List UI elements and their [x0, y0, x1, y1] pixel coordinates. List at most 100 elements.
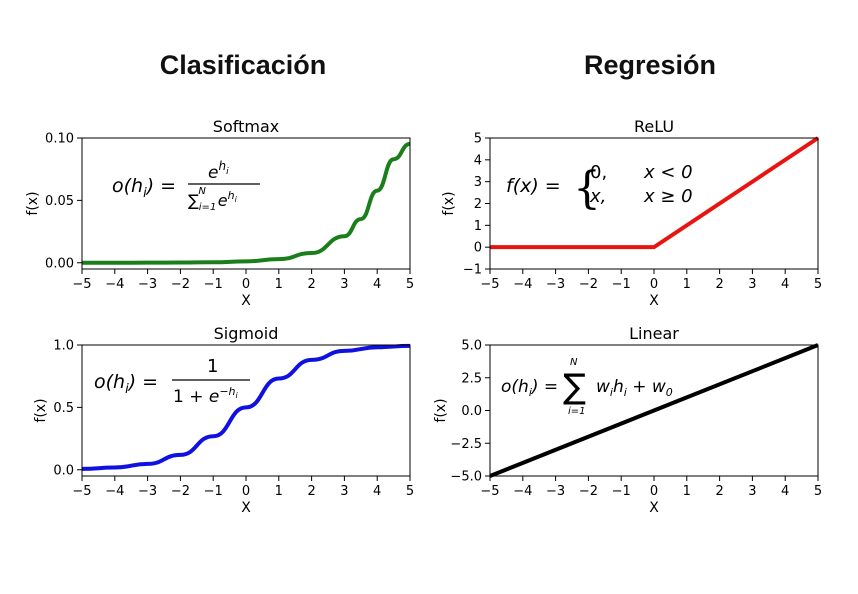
chart-softmax: −5 −4 −3 −2 −1 0 1 2 3 4 5 0.00 0.05 0.10 Softmax Xf(x): [25, 117, 414, 309]
svg-text:x ≥ 0: x ≥ 0: [643, 186, 693, 207]
svg-text:x < 0: x < 0: [643, 162, 693, 183]
x-tick-label: −4: [105, 277, 124, 292]
y-tick-label: 3: [474, 175, 482, 190]
x-tick-label: −2: [579, 484, 598, 499]
sigmoid-formula: o(hi) = 1 1 + e−hi: [94, 356, 250, 407]
x-tick-label: 0: [650, 277, 658, 292]
x-tick-label: 5: [814, 484, 822, 499]
y-tick-label: 5: [474, 132, 482, 147]
x-tick-label: −3: [138, 277, 157, 292]
x-tick-label: 2: [715, 277, 723, 292]
x-tick-label: 4: [781, 277, 789, 292]
y-tick-label: −2.5: [450, 437, 482, 452]
y-tick-label: 2: [474, 197, 482, 212]
x-tick-label: −5: [72, 484, 91, 499]
x-tick-label: −3: [138, 484, 157, 499]
heading-classification: Clasificación: [159, 50, 327, 80]
svg-text:1 + e−hi: 1 + e−hi: [173, 385, 239, 407]
x-tick-label: −1: [204, 277, 223, 292]
y-axis-label: f(x): [33, 398, 49, 422]
x-tick-label: 4: [373, 277, 381, 292]
svg-text:o(hi) =: o(hi) =: [501, 377, 558, 399]
y-tick-label: 0.0: [53, 463, 74, 478]
x-tick-label: 2: [307, 484, 315, 499]
chart-title: Softmax: [213, 117, 279, 136]
x-axis-label: X: [649, 500, 659, 516]
x-tick-label: −4: [105, 484, 124, 499]
y-tick-label: 4: [474, 153, 482, 168]
svg-text:o(hi) =: o(hi) =: [94, 371, 158, 397]
x-tick-label: 3: [340, 484, 348, 499]
series-line: [490, 136, 820, 250]
x-tick-label: 5: [814, 277, 822, 292]
x-tick-label: −2: [171, 277, 190, 292]
x-tick-label: 2: [715, 484, 723, 499]
x-tick-label: 3: [340, 277, 348, 292]
y-tick-label: −1: [463, 263, 482, 278]
chart-linear: −5 −4 −3 −2 −1 0 1 2 3 4 5 −5.0 −2.5 0.0 2.5 5.0 Linear X…: [433, 324, 822, 516]
x-tick-label: −2: [579, 277, 598, 292]
svg-text:N: N: [570, 357, 578, 368]
x-tick-label: −5: [480, 484, 499, 499]
x-tick-label: −3: [546, 277, 565, 292]
softmax-formula: o(hi) = ehi ∑i=1N ehi: [112, 159, 260, 213]
svg-text:o(hi) =: o(hi) =: [112, 175, 176, 201]
series-line: [82, 141, 411, 265]
x-tick-label: 4: [373, 484, 381, 499]
x-tick-label: 2: [307, 277, 315, 292]
y-tick-label: 5.0: [461, 339, 482, 354]
y-tick-label: 0: [474, 241, 482, 256]
svg-text:wihi + w0: wihi + w0: [596, 377, 673, 399]
y-tick-label: 0.05: [45, 194, 74, 209]
x-tick-label: −4: [513, 484, 532, 499]
y-tick-label: 0.10: [45, 132, 74, 147]
svg-text:0,: 0,: [590, 162, 607, 183]
x-tick-label: 1: [683, 277, 691, 292]
x-tick-label: 5: [406, 484, 414, 499]
y-axis-label: f(x): [25, 191, 41, 215]
y-tick-label: 1.0: [53, 339, 74, 354]
x-axis-label: X: [649, 293, 659, 309]
x-tick-label: 1: [275, 484, 283, 499]
svg-text:x,: x,: [589, 186, 606, 207]
y-tick-label: 1: [474, 219, 482, 234]
y-tick-label: −5.0: [450, 470, 482, 485]
y-axis-label: f(x): [433, 398, 449, 422]
chart-sigmoid: −5 −4 −3 −2 −1 0 1 2 3 4 5 0.0 0.5 1.0 Sigmoid Xf(x): [33, 324, 414, 516]
svg-text:ehi: ehi: [208, 159, 229, 183]
y-tick-label: 2.5: [461, 371, 482, 386]
x-tick-label: −1: [612, 484, 631, 499]
plot-frame: [81, 344, 411, 477]
svg-text:1: 1: [207, 356, 218, 377]
chart-title: Sigmoid: [214, 324, 279, 343]
x-axis-label: X: [241, 293, 251, 309]
relu-formula: f(x) = { 0, x < 0 x, x ≥ 0: [506, 162, 693, 214]
x-tick-label: −3: [546, 484, 565, 499]
series-line: [81, 343, 411, 471]
svg-text:f(x) =: f(x) =: [506, 175, 561, 197]
x-tick-label: 1: [683, 484, 691, 499]
x-tick-label: 3: [748, 484, 756, 499]
x-tick-label: −1: [612, 277, 631, 292]
x-tick-label: 0: [650, 484, 658, 499]
chart-title: ReLU: [634, 117, 674, 136]
x-tick-label: 5: [406, 277, 414, 292]
x-tick-label: 0: [242, 484, 250, 499]
x-axis-label: X: [241, 500, 251, 516]
y-axis-label: f(x): [441, 191, 457, 215]
chart-relu: −5 −4 −3 −2 −1 0 1 2 3 4 5 −1 0 1 2 3 4 5 ReLU Xf(x): [441, 117, 822, 309]
y-tick-label: 0.0: [461, 404, 482, 419]
y-tick-label: 0.00: [45, 256, 74, 271]
x-tick-label: 0: [242, 277, 250, 292]
svg-text:i=1: i=1: [568, 406, 586, 417]
x-tick-label: −4: [513, 277, 532, 292]
x-tick-label: −2: [171, 484, 190, 499]
series-line: [489, 343, 819, 478]
x-tick-label: −5: [72, 277, 91, 292]
x-tick-label: 3: [748, 277, 756, 292]
svg-text:{: {: [573, 163, 601, 214]
x-tick-label: −1: [204, 484, 223, 499]
plot-frame: [81, 137, 411, 270]
